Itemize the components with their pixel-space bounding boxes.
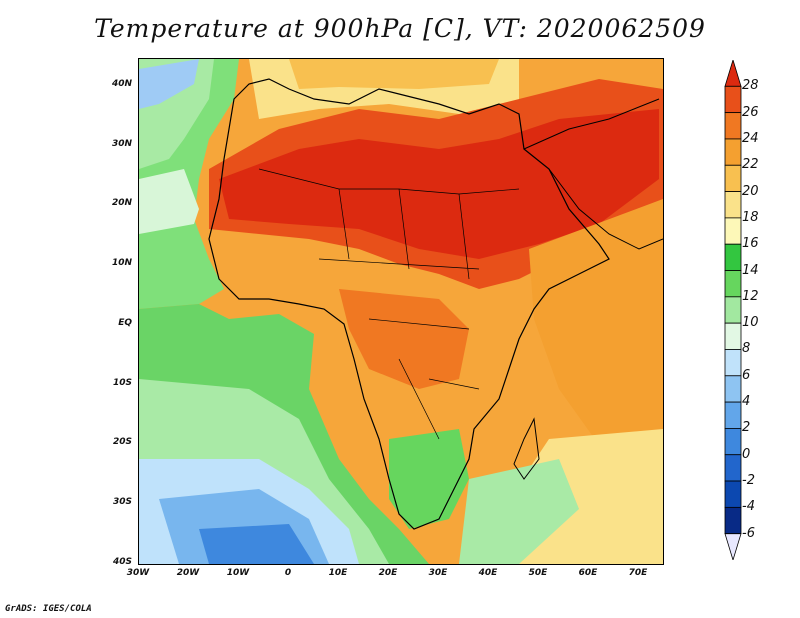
- colorbar-label: 20: [742, 183, 759, 199]
- southern-africa-green: [389, 429, 469, 529]
- colorbar-segment: [724, 164, 742, 192]
- central-africa-warm: [339, 289, 469, 389]
- atlantic-south-coldest: [199, 524, 314, 564]
- colorbar-label: 4: [742, 394, 751, 410]
- colorbar-label: 0: [742, 446, 751, 462]
- colorbar-segment: [724, 375, 742, 403]
- lon-label-30e: 30E: [428, 568, 448, 578]
- colorbar-segment: [724, 243, 742, 271]
- mozambique-cool: [459, 459, 579, 564]
- lon-label-70e: 70E: [628, 568, 648, 578]
- lat-label-eq: EQ: [118, 318, 132, 328]
- lon-label-40e: 40E: [478, 568, 498, 578]
- sahara-hottest-zone: [219, 109, 659, 259]
- lon-label-50e: 50E: [528, 568, 548, 578]
- colorbar-label: 2: [742, 420, 751, 436]
- arabia-south-coast: [548, 168, 663, 250]
- lat-label-40s: 40S: [112, 557, 132, 567]
- indian-ocean-warm: [529, 199, 663, 459]
- lon-label-0: 0: [284, 568, 292, 578]
- colorbar: [724, 60, 742, 560]
- lon-label-10w: 10W: [226, 568, 250, 578]
- africa-coastline: [208, 78, 610, 530]
- colorbar-segment: [724, 296, 742, 324]
- madagascar-outline: [513, 417, 540, 480]
- colorbar-label: -6: [742, 525, 755, 541]
- atlantic-north-cold: [139, 59, 199, 109]
- lat-label-40n: 40N: [111, 79, 132, 89]
- colorbar-label: 22: [742, 157, 759, 173]
- colorbar-label: 14: [742, 262, 759, 278]
- colorbar-label: 18: [742, 209, 759, 225]
- lon-label-60e: 60E: [578, 568, 598, 578]
- lon-label-20e: 20E: [378, 568, 398, 578]
- colorbar-segment: [724, 138, 742, 166]
- lat-label-10n: 10N: [111, 258, 132, 268]
- lon-label-30w: 30W: [126, 568, 150, 578]
- arabia-north-coast: [523, 98, 660, 150]
- mediterranean-inner: [289, 59, 499, 89]
- colorbar-segment: [724, 428, 742, 456]
- colorbar-label: 8: [742, 341, 751, 357]
- colorbar-segment: [724, 217, 742, 245]
- colorbar-segment: [724, 349, 742, 377]
- country-borders: [258, 168, 520, 440]
- colorbar-label: 6: [742, 367, 751, 383]
- colorbar-label: 16: [742, 236, 759, 252]
- lon-label-20w: 20W: [176, 568, 200, 578]
- lat-label-20n: 20N: [111, 198, 132, 208]
- colorbar-segment: [724, 60, 742, 87]
- colorbar-segment: [724, 322, 742, 350]
- colorbar-segment: [724, 270, 742, 298]
- colorbar-label: 12: [742, 288, 759, 304]
- lon-label-10e: 10E: [328, 568, 348, 578]
- lat-label-30n: 30N: [111, 139, 132, 149]
- colorbar-label: -4: [742, 499, 755, 515]
- lat-label-20s: 20S: [112, 437, 132, 447]
- temperature-map: [138, 58, 664, 565]
- colorbar-segments: [724, 60, 742, 560]
- temperature-field: [139, 59, 663, 564]
- atlantic-canary-band: [139, 169, 199, 234]
- colorbar-label: 26: [742, 104, 759, 120]
- colorbar-segment: [724, 112, 742, 140]
- lat-label-10s: 10S: [112, 378, 132, 388]
- colorbar-segment: [724, 506, 742, 535]
- colorbar-label: 10: [742, 315, 759, 331]
- lat-label-30s: 30S: [112, 497, 132, 507]
- credit-text: GrADS: IGES/COLA: [5, 604, 92, 614]
- colorbar-segment: [724, 85, 742, 114]
- colorbar-segment: [724, 191, 742, 219]
- colorbar-label: 24: [742, 130, 759, 146]
- map-title: Temperature at 900hPa [C], VT: 202006250…: [94, 14, 706, 43]
- colorbar-segment: [724, 533, 742, 560]
- colorbar-label: 28: [742, 78, 759, 94]
- colorbar-segment: [724, 401, 742, 429]
- colorbar-segment: [724, 454, 742, 482]
- colorbar-segment: [724, 480, 742, 508]
- colorbar-label: -2: [742, 473, 755, 489]
